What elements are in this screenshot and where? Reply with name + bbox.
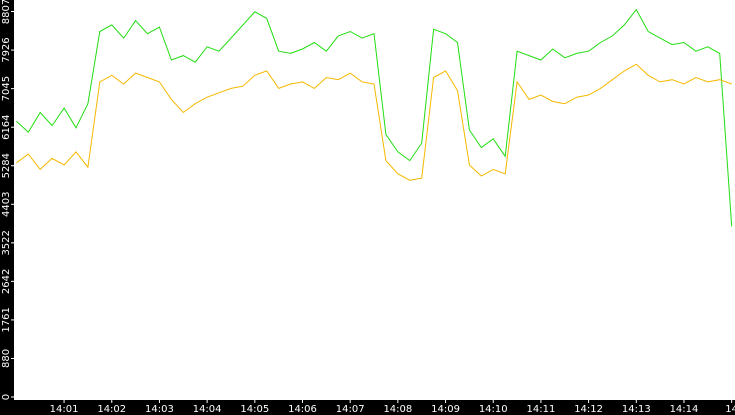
y-tick-label: 8807 <box>1 0 12 24</box>
x-tick-label: 14:02 <box>97 404 126 415</box>
x-tick-label: 14:01 <box>50 404 79 415</box>
x-tick-label: 14:14 <box>670 404 699 415</box>
x-tick-label: 14:05 <box>240 404 269 415</box>
x-tick-label: 14:10 <box>479 404 508 415</box>
y-tick-label: 4403 <box>1 192 12 217</box>
series-line <box>16 63 732 181</box>
x-tick-label: 14:04 <box>193 404 222 415</box>
y-tick-label: 0 <box>1 394 12 400</box>
y-tick-label: 3522 <box>1 230 12 255</box>
y-tick-label: 7926 <box>1 37 12 62</box>
x-tick-label: 14:09 <box>431 404 460 415</box>
x-tick-label: 14:11 <box>527 404 556 415</box>
x-tick-label: 14 <box>725 404 735 415</box>
x-axis-bar <box>0 400 735 415</box>
y-tick-label: 1761 <box>1 307 12 332</box>
y-tick-label: 880 <box>1 349 12 368</box>
y-tick-label: 2642 <box>1 269 12 294</box>
series-line <box>16 8 733 227</box>
x-tick-label: 14:12 <box>574 404 603 415</box>
y-tick-label: 5284 <box>1 153 12 178</box>
y-tick-label: 7045 <box>1 76 12 101</box>
y-tick-label: 6164 <box>1 114 12 139</box>
x-tick-label: 14:08 <box>383 404 412 415</box>
x-tick-label: 14:03 <box>145 404 174 415</box>
x-tick-label: 14:07 <box>336 404 365 415</box>
y-axis-bar <box>0 0 14 415</box>
x-tick-label: 14:06 <box>288 404 317 415</box>
x-tick-label: 14:13 <box>622 404 651 415</box>
